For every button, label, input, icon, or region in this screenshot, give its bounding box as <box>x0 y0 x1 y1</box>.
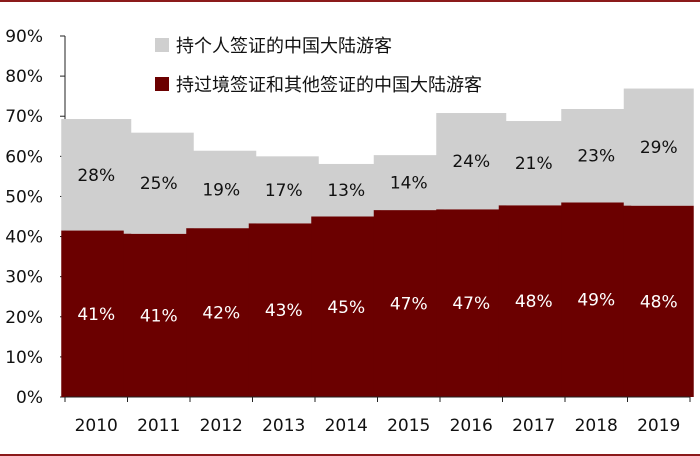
y-tick-label: 80% <box>5 67 43 87</box>
legend-swatch-personal-visa <box>155 38 169 52</box>
bar-segment-personal-visa <box>186 150 257 229</box>
y-tick-label: 10% <box>5 348 43 368</box>
bar-segment-personal-visa <box>248 156 319 224</box>
bar-segment-transit-other <box>61 230 132 397</box>
bar-segment-personal-visa <box>373 155 444 211</box>
bottom-border-rule <box>0 454 700 456</box>
y-tick-label: 60% <box>5 147 43 167</box>
data-label-transit-other: 48% <box>640 292 678 312</box>
x-tick-label: 2017 <box>512 416 555 436</box>
y-tick-label: 40% <box>5 228 43 248</box>
x-tick-label: 2019 <box>637 416 680 436</box>
data-label-transit-other: 41% <box>140 306 178 326</box>
data-label-personal-visa: 25% <box>140 174 178 194</box>
data-label-personal-visa: 19% <box>202 180 240 200</box>
data-label-transit-other: 45% <box>327 298 365 318</box>
bar-segment-transit-other <box>186 228 257 397</box>
y-tick-label: 0% <box>16 388 43 408</box>
bar-segment-personal-visa <box>61 119 132 231</box>
legend-label-personal-visa: 持个人签证的中国大陆游客 <box>176 36 392 57</box>
bar-segment-personal-visa <box>311 163 382 217</box>
data-label-transit-other: 43% <box>265 301 303 321</box>
x-tick-label: 2014 <box>325 416 368 436</box>
x-tick-label: 2012 <box>200 416 243 436</box>
data-label-personal-visa: 21% <box>515 154 553 174</box>
legend-swatch-transit-other-visa <box>155 77 169 91</box>
data-label-personal-visa: 14% <box>390 174 428 194</box>
legend-label-transit-other-visa: 持过境签证和其他签证的中国大陆游客 <box>176 75 482 96</box>
bar-segment-personal-visa <box>498 121 569 206</box>
x-tick-label: 2015 <box>387 416 430 436</box>
bar-segment-transit-other <box>561 202 632 397</box>
data-label-personal-visa: 29% <box>640 138 678 158</box>
x-tick-label: 2011 <box>137 416 180 436</box>
bar-segment-transit-other <box>123 233 194 397</box>
data-label-transit-other: 42% <box>202 304 240 324</box>
legend: 持个人签证的中国大陆游客 持过境签证和其他签证的中国大陆游客 <box>155 36 482 96</box>
bars-layer: 41% 28% 41% 25% 42% 19% 43% 17% 45% 13% 47% 14% 47% 2… <box>61 88 694 397</box>
x-tick-label: 2013 <box>262 416 305 436</box>
data-label-transit-other: 48% <box>515 292 553 312</box>
bar-segment-transit-other <box>373 210 444 397</box>
x-tick-label: 2018 <box>575 416 618 436</box>
data-label-personal-visa: 13% <box>327 181 365 201</box>
top-border-rule <box>0 0 700 2</box>
x-axis: 2010 2011 2012 2013 2014 2015 2016 2017 2018 2019 <box>64 396 691 436</box>
bar-segment-personal-visa <box>436 113 507 210</box>
bar-segment-personal-visa <box>623 88 694 206</box>
bar-segment-transit-other <box>248 223 319 397</box>
bar-segment-transit-other <box>436 209 507 397</box>
bar-segment-transit-other <box>623 205 694 397</box>
data-label-transit-other: 47% <box>452 294 490 314</box>
x-tick-label: 2010 <box>75 416 118 436</box>
data-label-personal-visa: 23% <box>577 147 615 167</box>
y-tick-label: 50% <box>5 187 43 207</box>
bar-segment-personal-visa <box>123 132 194 234</box>
data-label-personal-visa: 24% <box>452 152 490 172</box>
data-label-transit-other: 47% <box>390 295 428 315</box>
data-label-personal-visa: 28% <box>77 166 115 186</box>
y-tick-label: 20% <box>5 308 43 328</box>
y-axis: 0% 10% 20% 30% 40% 50% 60% 70% 80% 90% <box>5 27 66 408</box>
bar-segment-transit-other <box>311 216 382 397</box>
data-label-transit-other: 49% <box>577 291 615 311</box>
y-tick-label: 70% <box>5 107 43 127</box>
y-tick-label: 30% <box>5 268 43 288</box>
data-label-personal-visa: 17% <box>265 181 303 201</box>
bar-segment-transit-other <box>498 205 569 397</box>
bar-segment-personal-visa <box>561 109 632 203</box>
data-label-transit-other: 41% <box>77 305 115 325</box>
y-tick-label: 90% <box>5 27 43 47</box>
x-tick-label: 2016 <box>450 416 493 436</box>
